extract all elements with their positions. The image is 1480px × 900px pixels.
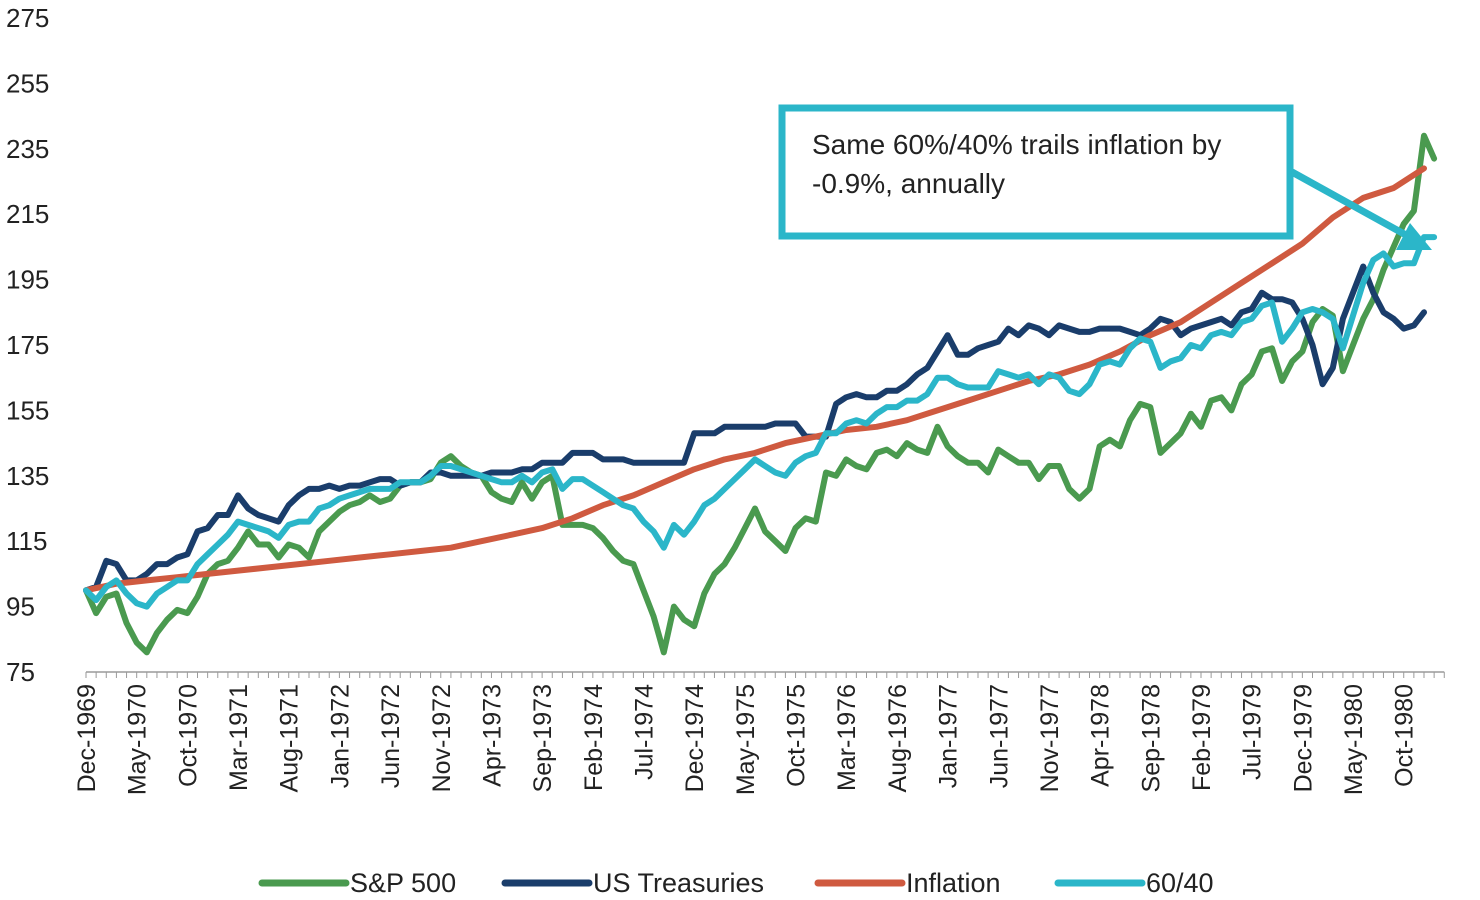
x-tick-label: Oct-1980 bbox=[1391, 684, 1419, 787]
legend-label: 60/40 bbox=[1146, 868, 1214, 898]
y-tick-label: 75 bbox=[6, 657, 35, 687]
y-tick-label: 255 bbox=[6, 68, 49, 98]
legend-label: S&P 500 bbox=[350, 868, 456, 898]
y-tick-label: 155 bbox=[6, 395, 49, 425]
x-tick-label: Jun-1972 bbox=[377, 684, 405, 788]
x-tick-label: May-1970 bbox=[124, 684, 152, 795]
x-tick-label: Apr-1978 bbox=[1087, 684, 1115, 787]
x-tick-label: Nov-1977 bbox=[1036, 684, 1064, 792]
x-axis: Dec-1969 May-1970 Oct-1970 Mar-1971 Aug-1971… bbox=[73, 671, 1445, 795]
x-tick-label: Feb-1979 bbox=[1188, 684, 1216, 791]
x-tick-label: Sep-1978 bbox=[1137, 684, 1165, 792]
series-lines bbox=[83, 132, 1438, 656]
x-tick-label: Mar-1976 bbox=[833, 684, 861, 791]
y-tick-label: 235 bbox=[6, 134, 49, 164]
y-tick-label: 195 bbox=[6, 265, 49, 295]
legend-label: US Treasuries bbox=[593, 868, 764, 898]
x-tick-label: Jul-1979 bbox=[1239, 684, 1267, 780]
y-tick-label: 215 bbox=[6, 199, 49, 229]
x-tick-label: Oct-1970 bbox=[174, 684, 202, 787]
annotation-arrow-head bbox=[1396, 223, 1432, 250]
legend-label: Inflation bbox=[906, 868, 1001, 898]
legend: S&P 500 US Treasuries Inflation 60/40 bbox=[258, 868, 1214, 898]
annotation-arrow-line bbox=[1290, 168, 1408, 239]
annotation-callout: Same 60%/40% trails inflation by -0.9%, a… bbox=[778, 104, 1432, 250]
x-tick-label: Aug-1971 bbox=[276, 684, 304, 792]
annotation-text-line: -0.9%, annually bbox=[812, 168, 1005, 199]
y-axis: 75 95 115 135 155 175 195 215 235 255 275 bbox=[6, 3, 49, 687]
x-tick-label: Mar-1971 bbox=[225, 684, 253, 791]
x-tick-label: Dec-1974 bbox=[681, 684, 709, 792]
x-tick-label: Aug-1976 bbox=[884, 684, 912, 792]
x-tick-label: Apr-1973 bbox=[478, 684, 506, 787]
x-tick-label: May-1975 bbox=[732, 684, 760, 795]
y-tick-label: 175 bbox=[6, 330, 49, 360]
series-line-us-treasuries bbox=[83, 263, 1427, 594]
x-tick-label: Dec-1969 bbox=[73, 684, 101, 792]
x-tick-label: May-1980 bbox=[1340, 684, 1368, 795]
series-line-s-p-500 bbox=[83, 132, 1438, 656]
x-tick-label: Jun-1977 bbox=[985, 684, 1013, 788]
series-line-inflation bbox=[83, 165, 1427, 594]
annotation-box bbox=[778, 104, 1294, 240]
x-tick-label: Jul-1974 bbox=[631, 684, 659, 780]
x-tick-label: Jan-1977 bbox=[935, 684, 963, 788]
x-tick-label: Feb-1974 bbox=[580, 684, 608, 791]
x-tick-label: Oct-1975 bbox=[783, 684, 811, 787]
annotation-text-line: Same 60%/40% trails inflation by bbox=[812, 129, 1221, 160]
x-tick-label: Sep-1973 bbox=[529, 684, 557, 792]
x-tick-label: Nov-1972 bbox=[428, 684, 456, 792]
y-tick-label: 115 bbox=[6, 526, 47, 556]
x-tick-label: Dec-1979 bbox=[1289, 684, 1317, 792]
y-tick-label: 135 bbox=[6, 461, 49, 491]
x-tick-label: Jan-1972 bbox=[326, 684, 354, 788]
y-tick-label: 95 bbox=[6, 592, 35, 622]
series-line-60-40 bbox=[83, 234, 1438, 610]
y-tick-label: 275 bbox=[6, 3, 49, 33]
